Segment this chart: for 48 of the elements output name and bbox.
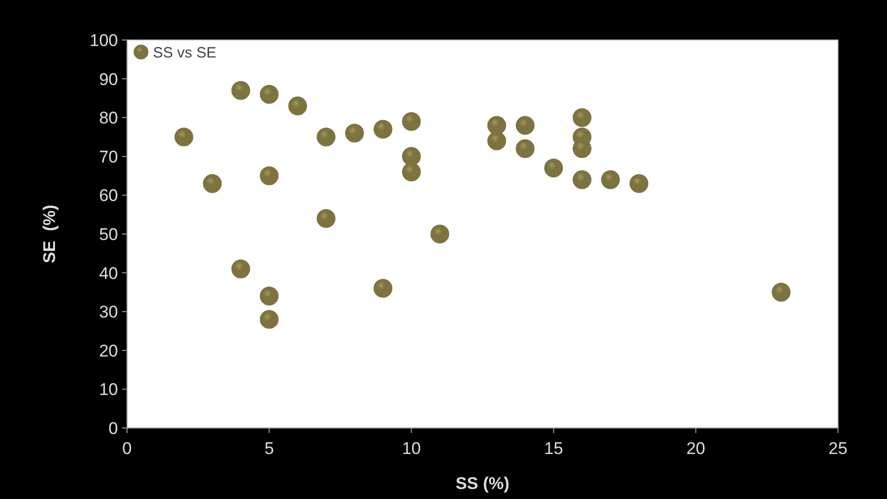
y-tick-label: 70 (99, 147, 118, 166)
point (487, 131, 506, 150)
x-tick-label: 15 (544, 439, 564, 458)
point (231, 260, 250, 278)
point (402, 162, 421, 182)
point (572, 170, 592, 190)
y-tick-label: 60 (99, 186, 118, 206)
x-tick-label: 0 (122, 439, 132, 458)
x-axis-title: SS (%) (456, 474, 510, 493)
point (260, 84, 279, 104)
point (772, 282, 791, 302)
point (345, 124, 364, 143)
point (260, 286, 279, 306)
point (544, 158, 563, 178)
point (374, 278, 392, 298)
x-tick-label: 5 (264, 439, 274, 458)
y-tick-label: 100 (90, 30, 118, 50)
point (402, 112, 421, 131)
point (572, 108, 592, 127)
point (516, 116, 535, 135)
point (630, 174, 648, 193)
x-tick-label: 10 (402, 439, 421, 458)
point (316, 209, 336, 228)
x-tick-label: 25 (828, 439, 848, 458)
point (231, 81, 250, 100)
point (316, 128, 336, 146)
point (288, 96, 308, 116)
y-tick-label: 80 (99, 108, 118, 128)
legend-label: SS vs SE (153, 44, 216, 62)
y-tick-label: 40 (99, 264, 118, 283)
y-tick-label: 50 (99, 224, 118, 244)
point (516, 139, 535, 158)
point (174, 128, 194, 146)
y-tick-label: 10 (99, 380, 118, 400)
point (374, 120, 392, 139)
point (402, 147, 421, 166)
point (601, 170, 620, 190)
y-axis-title: SE (%) (40, 204, 59, 264)
y-tick-label: 90 (99, 70, 118, 89)
point (260, 166, 279, 186)
y-tick-label: 0 (108, 418, 118, 438)
y-tick-label: 20 (99, 341, 118, 360)
point (487, 116, 506, 135)
y-tick-label: 30 (99, 302, 118, 322)
point (202, 174, 222, 193)
point (430, 224, 450, 244)
point (260, 310, 279, 329)
x-tick-label: 20 (686, 439, 706, 458)
